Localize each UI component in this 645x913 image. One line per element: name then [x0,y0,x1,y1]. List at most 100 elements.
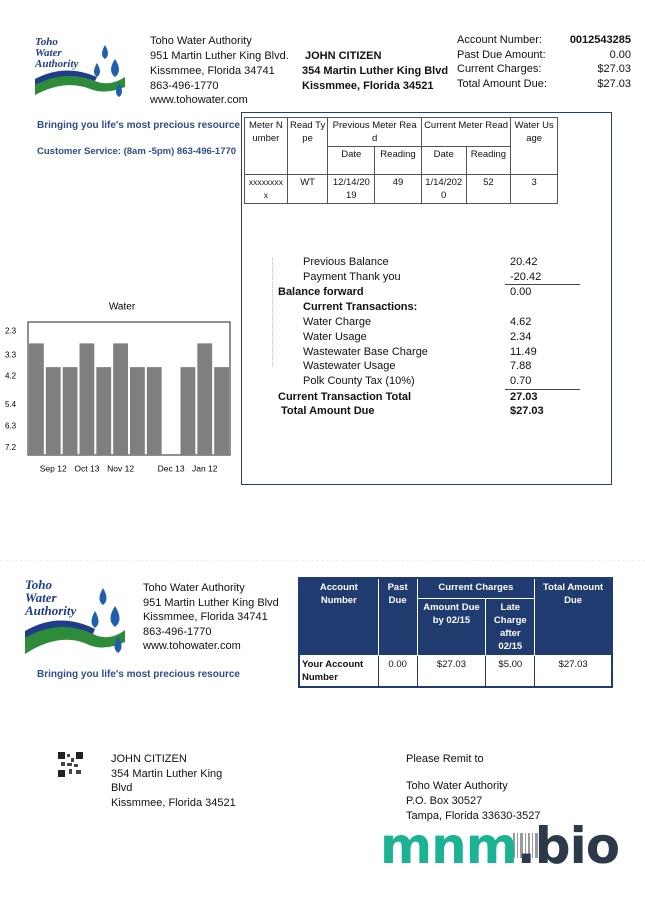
company-line: 863-496-1770 [150,80,219,92]
company-line: 951 Martin Luther King Blvd. [150,50,289,62]
transaction-label: Balance forward [278,286,364,298]
account-value: $27.03 [597,78,631,90]
account-label: Past Due Amount: [457,49,546,61]
x-tick-label: Sep 12 [40,463,67,473]
bar [113,343,128,455]
logo-text: Water [25,590,57,605]
logo: Toho Water Authority [25,578,130,658]
logo-text: Toho [35,36,58,48]
header-cell: Current Charges [416,577,536,599]
customer-line: Kissmmee, Florida 34521 [302,80,434,92]
customer-line: 354 Martin Luther King Blvd [302,65,449,77]
x-tick-label: Oct 13 [74,463,99,473]
customer-line: JOHN CITIZEN [305,50,382,62]
company-line: www.tohowater.com [143,640,241,652]
company-line: Kissmmee, Florida 34741 [150,65,275,77]
transaction-label: Current Transactions: [303,301,418,313]
bar [96,367,112,455]
barcode [513,833,541,858]
company-line: www.tohowater.com [150,94,248,106]
cell: $27.03 [534,654,613,687]
company-line: Toho Water Authority [143,582,245,594]
transaction-label: Wastewater Base Charge [303,346,428,358]
subheader-cell: Reading [465,146,512,175]
tagline: Bringing you life's most precious resour… [37,669,240,680]
cell: xxxxxxxxx [244,174,288,204]
customer-line: JOHN CITIZEN [111,753,187,765]
cell: 12/14/2019 [327,174,376,204]
y-tick-label: 2.3 [5,327,17,336]
transaction-amount: $27.03 [510,405,544,417]
transaction-amount: 11.49 [510,346,537,358]
bar [146,367,162,455]
logo: Toho Water Authority [35,37,130,99]
cell: Your Account Number [298,654,379,687]
cell: 0.00 [377,654,418,687]
account-label: Account Number: [457,34,542,46]
cell: 1/14/2020 [420,174,467,204]
meter-table: Meter Number Read Type Previous Meter Re… [244,117,558,204]
transaction-label: Previous Balance [303,256,389,268]
logo-text: Toho [25,577,52,592]
detail-box [241,112,612,485]
qr-code [58,752,83,777]
cell: $5.00 [485,654,536,687]
customer-service: Customer Service: (8am -5pm) 863-496-177… [37,146,237,157]
transaction-amount: 27.03 [510,391,538,403]
bar [29,343,44,455]
y-tick-label: 5.4 [5,400,17,409]
rule [272,258,274,366]
subheader-cell: Late Charge after 02/15 [485,597,536,656]
header-cell: Meter Number [244,117,288,175]
transaction-amount: 7.88 [510,360,532,372]
cell: 52 [465,174,512,204]
usage-chart: Water 2.3 3.3 4.2 5.4 6.3 7.2 Sep 12 Oct 13 Nov … [5,302,231,473]
logo-art [25,588,125,654]
logo-art [35,45,125,97]
bar [79,343,95,455]
transaction-label: Polk County Tax (10%) [303,375,415,387]
remit-title: Please Remit to [406,753,484,765]
transaction-amount: 0.70 [510,375,532,387]
x-tick-label: Nov 12 [107,463,134,473]
remit-line: Tampa, Florida 33630-3527 [406,810,541,822]
company-line: 863-496-1770 [143,626,212,638]
y-tick-label: 3.3 [5,350,17,359]
subheader-cell: Reading [374,146,422,175]
transaction-amount: 4.62 [510,316,532,328]
account-value: 0.00 [609,49,631,61]
header-cell: Total Amount Due [534,577,613,656]
cell: $27.03 [416,654,487,687]
watermark-part: mnm [380,817,518,875]
header-cell: Past Due [377,577,418,656]
watermark: mnm.bio [380,817,620,875]
transaction-label: Wastewater Usage [303,360,396,372]
y-tick-label: 6.3 [5,422,17,431]
remit-line: P.O. Box 30527 [406,795,483,807]
transaction-amount: 2.34 [510,331,532,343]
bar [180,367,196,455]
customer-line: Kissmmee, Florida 34521 [111,797,236,809]
logo-text: Authority [35,58,79,70]
y-tick-label: 7.2 [5,443,17,452]
account-label: Current Charges: [457,63,542,75]
rule [505,284,580,285]
cell: 49 [374,174,422,204]
transaction-amount: 20.42 [510,256,538,268]
x-tick-label: Jan 12 [192,463,218,473]
y-tick-label: 4.2 [5,372,17,381]
company-line: Kissmmee, Florida 34741 [143,611,268,623]
company-line: Toho Water Authority [150,35,252,47]
account-label: Total Amount Due: [457,78,547,90]
header-cell: Current Meter Read [420,117,512,147]
subheader-cell: Amount Due by 02/15 [416,597,487,656]
bar [130,367,145,455]
remit-table: Account Number Past Due Current Charges … [298,577,613,688]
header-cell: Read Type [286,117,329,175]
bar [45,367,61,455]
cell: 3 [510,174,558,204]
company-line: 951 Martin Luther King Blvd [143,597,279,609]
rule [505,389,580,390]
account-value: 0012543285 [569,34,631,46]
